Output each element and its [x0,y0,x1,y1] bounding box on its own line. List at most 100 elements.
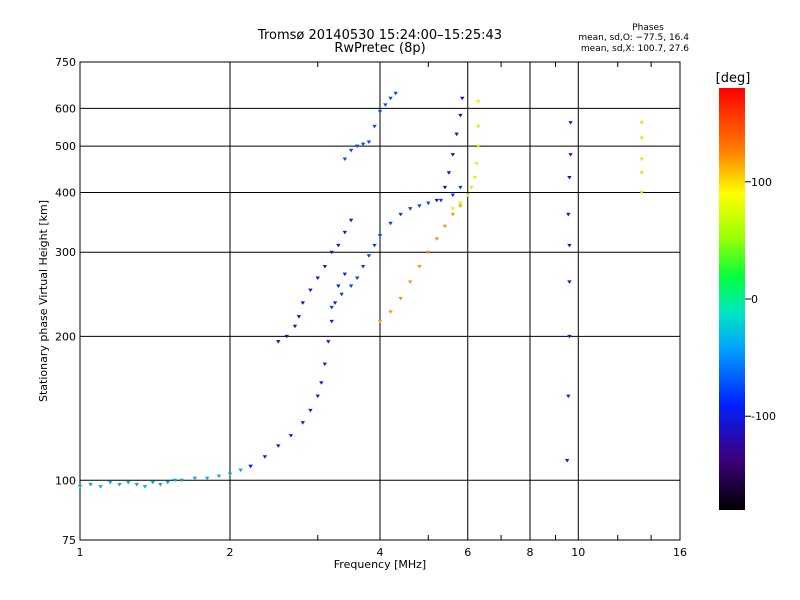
data-point [158,482,163,487]
y-tick-label: 600 [55,102,76,115]
chart-subtitle: RwPretec (8p) [334,41,426,56]
data-point [366,254,372,258]
data-point [342,230,348,235]
data-point [408,207,413,211]
data-point [434,237,439,241]
data-points [77,91,644,489]
data-point [566,394,571,399]
data-point [150,480,156,485]
data-point [336,284,341,288]
x-tick-label: 4 [377,546,384,559]
data-point [276,340,281,344]
data-point [342,157,348,162]
data-point [377,110,383,114]
data-point [639,121,644,125]
data-point [204,476,210,481]
data-point [567,334,572,339]
data-point [377,319,383,324]
data-point [348,284,354,288]
data-point [450,193,456,198]
data-point [292,324,298,329]
data-point [417,265,422,269]
x-tick-label: 1 [77,546,84,559]
data-point [458,204,463,208]
data-point [216,474,222,479]
data-point [465,193,470,198]
data-point [308,408,313,413]
data-point [339,292,344,297]
data-point [322,265,328,269]
series-X-trace-upper [450,100,481,211]
data-point [248,464,253,469]
data-point [98,485,103,489]
data-point [426,250,431,255]
series-late-X-column [639,121,644,195]
data-point [142,485,148,489]
data-point [315,276,320,280]
data-point [472,175,478,180]
data-point [108,480,113,485]
data-point [319,381,324,385]
data-point [442,224,448,229]
colorbar-tick-label: 0 [751,293,758,306]
data-point [262,455,268,459]
y-axis-ticks: 75 100 200 300 400 500 600 750 [55,56,76,547]
y-tick-label: 300 [55,246,76,259]
data-point [315,394,320,399]
series-F1-cluster-b [329,185,463,310]
colorbar-ticks: 100 0 -100 [745,176,776,423]
data-point [450,207,456,211]
data-point [446,171,452,175]
data-point [342,272,348,277]
data-point [179,478,184,483]
data-point [329,305,334,310]
data-point [276,444,281,448]
data-point [366,140,372,145]
data-point [639,190,644,195]
data-point [469,185,474,190]
data-point [372,124,377,129]
series-F-upper [342,91,398,162]
series-late-O-column [564,121,573,463]
x-tick-label: 16 [673,546,687,559]
data-point [117,482,122,487]
data-point [238,468,243,473]
colorbar-tick-label: 100 [751,176,772,189]
data-point [322,362,328,367]
data-point [308,288,313,293]
data-point [476,124,481,129]
data-point [332,301,338,305]
data-point [329,250,334,255]
data-point [360,265,366,269]
data-point [377,234,383,238]
x-tick-label: 8 [527,546,534,559]
data-point [567,175,572,180]
data-point [434,198,439,203]
data-point [336,243,341,248]
data-point [639,136,644,141]
data-point [360,142,366,147]
colorbar-gradient [719,88,745,510]
data-point [458,201,463,206]
data-point [458,185,463,190]
data-point [564,458,570,463]
colorbar-tick-label: -100 [751,410,776,423]
y-tick-label: 75 [62,534,76,547]
data-point [288,434,294,438]
data-point [326,340,331,344]
data-point [300,301,306,305]
series-X-trace [377,204,463,324]
data-point [134,482,139,487]
y-axis-label: Stationary phase Virtual Height [km] [37,200,50,402]
data-point [568,121,573,125]
data-point [458,113,463,118]
data-point [354,144,360,149]
chart-title: Tromsø 20140530 15:24:00–15:25:43 [257,28,503,43]
data-point [417,204,422,208]
data-point [639,171,644,175]
x-tick-label: 6 [464,546,471,559]
phases-x-mode: mean, sd,X: 100.7, 27.6 [580,44,689,54]
data-point [398,297,403,301]
data-point [348,148,354,153]
